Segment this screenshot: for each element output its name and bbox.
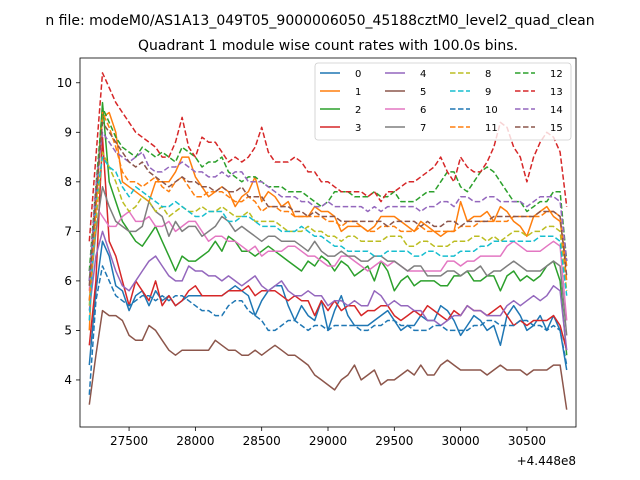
x-tick-label: 28500	[243, 434, 281, 448]
legend-label-11: 11	[485, 123, 498, 134]
series-line-5	[88, 309, 568, 410]
series-line-11	[88, 111, 568, 301]
x-offset-label: +4.448e8	[517, 454, 576, 468]
axes: 27500 28000 28500 29000 29500 30000 30500 4 5 6 7 8…	[57, 76, 546, 448]
y-tick-label: 4	[64, 373, 72, 387]
series-line-12	[88, 106, 568, 272]
legend-label-13: 13	[550, 87, 563, 98]
legend-label-6: 6	[420, 105, 426, 116]
legend-label-15: 15	[550, 123, 563, 134]
series-line-13	[88, 72, 568, 242]
series-line-9	[88, 156, 568, 321]
legend-label-4: 4	[420, 69, 426, 80]
legend-label-5: 5	[420, 87, 426, 98]
series-line-8	[88, 151, 568, 306]
x-tick-label: 29000	[309, 434, 347, 448]
y-tick-label: 5	[64, 323, 72, 337]
series-line-15	[88, 121, 568, 286]
legend-label-12: 12	[550, 69, 563, 80]
legend-label-1: 1	[355, 87, 361, 98]
legend-label-14: 14	[550, 105, 563, 116]
series-line-6	[88, 205, 568, 321]
series-line-10	[88, 265, 568, 395]
y-tick-label: 9	[64, 125, 72, 139]
legend-label-7: 7	[420, 123, 426, 134]
legend-label-9: 9	[485, 87, 491, 98]
legend-label-0: 0	[355, 69, 361, 80]
series-line-1	[88, 111, 568, 331]
legend-label-8: 8	[485, 69, 491, 80]
legend-label-10: 10	[485, 105, 498, 116]
x-tick-label: 30500	[508, 434, 546, 448]
x-tick-label: 29500	[375, 434, 413, 448]
y-tick-label: 8	[64, 175, 72, 189]
legend-label-3: 3	[355, 123, 361, 134]
series-line-7	[88, 186, 568, 336]
x-tick-label: 30000	[442, 434, 480, 448]
x-tick-label: 27500	[110, 434, 148, 448]
series-group	[88, 72, 568, 410]
legend-label-2: 2	[355, 105, 361, 116]
y-tick-label: 7	[64, 224, 72, 238]
chart-title: Quadrant 1 module wise count rates with …	[138, 38, 518, 54]
chart-suptitle: n file: modeM0/AS1A13_049T05_9000006050_…	[45, 13, 594, 29]
y-tick-label: 6	[64, 274, 72, 288]
legend-box	[314, 62, 572, 141]
series-line-4	[88, 230, 568, 351]
x-tick-label: 28000	[176, 434, 214, 448]
y-tick-label: 10	[57, 76, 72, 90]
